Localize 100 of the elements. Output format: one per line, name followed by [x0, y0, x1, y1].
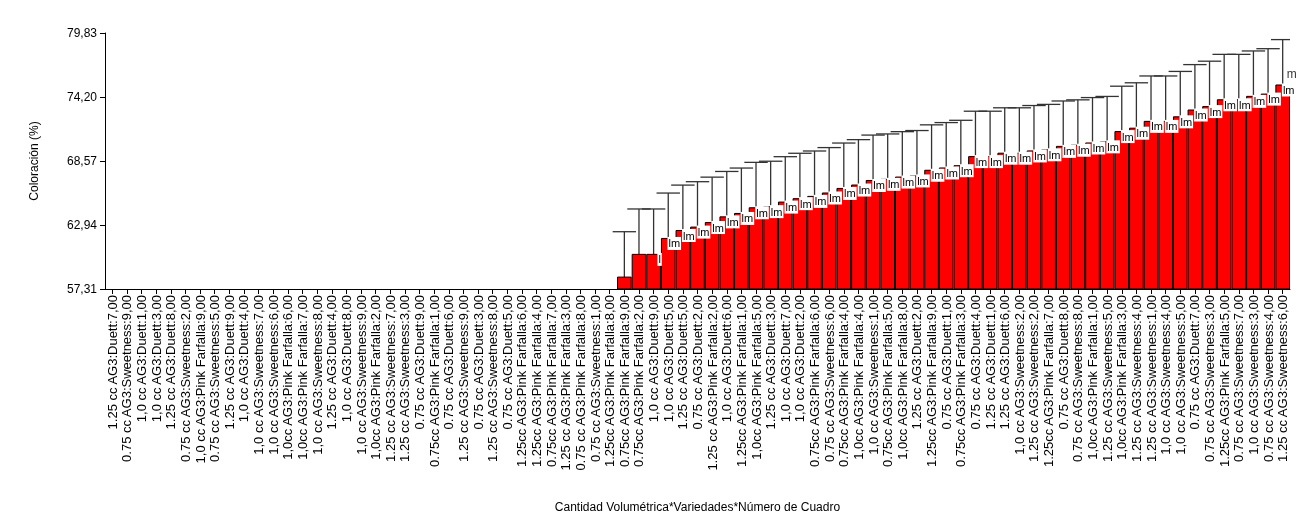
x-tick-label: 1,0cc AG3:Pink Farfalla:8,00 — [894, 295, 910, 460]
x-tick-label: 1,0 cc AG3:Duett:4,00 — [236, 295, 252, 423]
data-label: lm — [800, 197, 812, 210]
x-tick-label: 1.25cc AG3:Pink Farfalla:4,00 — [529, 295, 545, 467]
x-tick-label: 0.75 cc AG3:Duett:6,00 — [441, 295, 457, 430]
x-tick-label: 1.25cc AG3:Pink Farfalla:8,00 — [602, 295, 618, 467]
x-tick-label: 0.75 cc AG3:Duett:7,00 — [1187, 295, 1203, 430]
data-label: lm — [1209, 105, 1222, 118]
y-tick-label: 57,31 — [66, 282, 98, 296]
x-tick-label: 1,0 cc AG3:Sweetness:7,00 — [251, 295, 267, 455]
x-tick-label: 1,0 cc AG3:Duett:1,00 — [134, 295, 150, 423]
x-tick-label: 1,0cc AG3:Pink Farfalla:2,00 — [368, 295, 384, 460]
data-label: lm — [902, 176, 915, 189]
data-label: lm — [697, 226, 710, 239]
x-tick-label: 0.75 cc AG3:Duett:5,00 — [499, 295, 515, 430]
x-tick-label: 1,0cc AG3:Pink Farfalla:1,00 — [1085, 295, 1100, 460]
data-label: lm — [770, 205, 783, 218]
x-tick-label: 1.25 cc AG3:Duett:6,00 — [997, 295, 1013, 430]
data-label: lm — [961, 164, 973, 177]
data-label: l — [658, 253, 661, 266]
x-tick-label: 1.25 cc AG3:Sweetness:8,00 — [485, 295, 501, 462]
data-label: lm — [1107, 140, 1119, 153]
x-tick-label: 0.75cc AG3:Pink Farfalla:3,00 — [953, 295, 969, 467]
data-label: lm — [1034, 149, 1046, 162]
x-tick-label: 0.75cc AG3:Pink Farfalla:5,00 — [880, 295, 896, 467]
x-tick-label: 1.25 cc AG3:Sweetness:7,00 — [382, 295, 398, 462]
data-label: lm — [668, 237, 681, 250]
y-axis-title: Coloración (%) — [27, 121, 41, 201]
x-tick-label: 1,0 cc AG3:Sweetness:5,00 — [1172, 295, 1188, 455]
data-label: lm — [975, 155, 988, 168]
x-tick-label: 1.25 cc AG3:Sweetness:2,00 — [1026, 295, 1042, 462]
data-label: lm — [1195, 109, 1207, 121]
x-tick-label: 0.75 cc AG3:Sweetness:2,00 — [177, 295, 193, 462]
x-tick-label: 0.75cc AG3:Pink Farfalla:4,00 — [836, 295, 852, 467]
x-tick-label: 1.25 cc AG3:Duett:2,00 — [909, 295, 925, 430]
x-tick-label: 1,0 cc AG3:Duett:6,00 — [719, 295, 735, 423]
y-tick-label: 74,20 — [66, 90, 98, 104]
data-label: lm — [1165, 120, 1178, 133]
x-tick-label: 1,0cc AG3:Pink Farfalla:3,00 — [1114, 295, 1130, 460]
data-label: lm — [1004, 152, 1017, 165]
x-tick-label: 1.25 cc AG3:Sweetness:5,00 — [1099, 295, 1115, 462]
x-tick-label: 1.25cc AG3:Pink Farfalla:1,00 — [733, 295, 749, 467]
data-label: lm — [1092, 141, 1105, 154]
x-tick-label: 0.75 cc AG3:Sweetness:6,00 — [821, 295, 837, 462]
y-tick-label: 62,94 — [66, 218, 98, 232]
x-tick-label: 1,0 cc AG3:Duett:8,00 — [338, 295, 354, 423]
x-tick-label: 0.75cc AG3:Pink Farfalla:9,00 — [616, 295, 632, 467]
x-tick-label: 1.25 cc AG3:Duett:4,00 — [324, 295, 340, 430]
x-tick-label: 1,0 cc AG3:Sweetness:9,00 — [353, 295, 369, 455]
x-tick-label: 1.25 cc AG3:Pink Farfalla:2,00 — [704, 295, 720, 471]
data-label: lm — [990, 155, 1002, 168]
data-label: lm — [1238, 98, 1251, 111]
data-label: lm — [946, 166, 959, 179]
x-tick-label: 1,0cc AG3:Pink Farfalla:5,00 — [748, 295, 764, 460]
data-label: lm — [741, 212, 754, 225]
x-tick-label: 0.75 cc AG3:Duett:3,00 — [470, 295, 486, 430]
x-tick-label: 1,0 cc AG3:Duett:5,00 — [660, 295, 676, 423]
data-label: lm — [756, 206, 768, 219]
x-tick-label: 1.25 cc AG3:Sweetness:1,00 — [1143, 295, 1159, 462]
data-label: lm — [726, 215, 739, 228]
x-tick-label: 1.25cc AG3:Pink Farfalla:7,00 — [1041, 295, 1057, 467]
x-tick-label: 1,0 cc AG3:Duett:9,00 — [646, 295, 662, 423]
y-tick-label: 68,57 — [66, 154, 98, 168]
x-tick-label: 0.75 cc AG3:Duett:2,00 — [690, 295, 705, 430]
x-tick-label: 0.75 cc AG3:Duett:1,00 — [938, 295, 954, 430]
x-tick-label: 0.75cc AG3:Pink Farfalla:6,00 — [807, 295, 823, 467]
x-tick-label: 1,0 cc AG3:Sweetness:1,00 — [865, 295, 881, 455]
x-tick-label: 1.25 cc AG3:Duett:3,00 — [763, 295, 779, 430]
data-label: lm — [887, 178, 900, 191]
x-tick-label: 0.75 cc AG3:Pink Farfalla:8,00 — [572, 295, 588, 471]
data-label: lm — [1282, 84, 1295, 96]
x-tick-label: 0.75 cc AG3:Sweetness:8,00 — [1070, 295, 1086, 462]
x-tick-label: 1,0 cc AG3:Sweetness:3,00 — [1245, 295, 1261, 455]
x-tick-label: 0.75 cc AG3:Sweetness:7,00 — [1231, 295, 1247, 462]
data-label: lm — [1136, 127, 1149, 140]
x-tick-label: 0.75 cc AG3:Duett:4,00 — [967, 295, 983, 430]
annotation: m — [1286, 66, 1297, 81]
x-tick-label: 0.75 cc AG3:Sweetness:3,00 — [1202, 295, 1218, 462]
x-tick-label: 1,0 cc AG3:Sweetness:8,00 — [309, 295, 325, 455]
data-label: lm — [1063, 145, 1076, 158]
data-label: lm — [1019, 152, 1032, 165]
x-tick-label: 1.25 cc AG3:Sweetness:6,00 — [1275, 295, 1291, 462]
data-label: lm — [843, 187, 856, 200]
x-tick-label: 1,0 cc AG3:Sweetness:4,00 — [1158, 295, 1174, 455]
x-tick-label: 1.25 cc AG3:Duett:5,00 — [675, 295, 691, 430]
data-label: lm — [829, 191, 841, 204]
data-label: lm — [785, 201, 798, 214]
data-label: lm — [931, 169, 944, 182]
x-tick-label: 1.25cc AG3:Pink Farfalla:9,00 — [924, 295, 940, 467]
x-tick-label: 1.25 cc AG3:Duett:9,00 — [221, 295, 237, 430]
data-label: lm — [1180, 115, 1193, 128]
x-tick-label: 0.75cc AG3:Pink Farfalla:7,00 — [543, 295, 559, 467]
x-tick-label: 0.75 cc AG3:Duett:9,00 — [412, 295, 428, 430]
data-label: lm — [1078, 144, 1090, 157]
y-tick-label: 79,83 — [66, 26, 98, 40]
x-tick-label: 1.25cc AG3:Pink Farfalla:5,00 — [1216, 295, 1232, 467]
x-tick-label: 1.25 cc AG3:Duett:8,00 — [163, 295, 179, 430]
x-tick-label: 1,0 cc AG3:Duett:2,00 — [792, 295, 808, 423]
x-tick-label: 1,0 cc AG3:Sweetness:6,00 — [265, 295, 281, 455]
data-label: lm — [814, 195, 827, 208]
